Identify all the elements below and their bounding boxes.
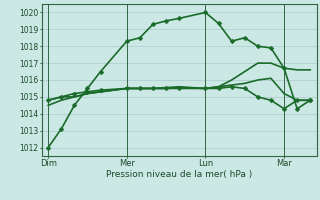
X-axis label: Pression niveau de la mer( hPa ): Pression niveau de la mer( hPa ) — [106, 170, 252, 179]
